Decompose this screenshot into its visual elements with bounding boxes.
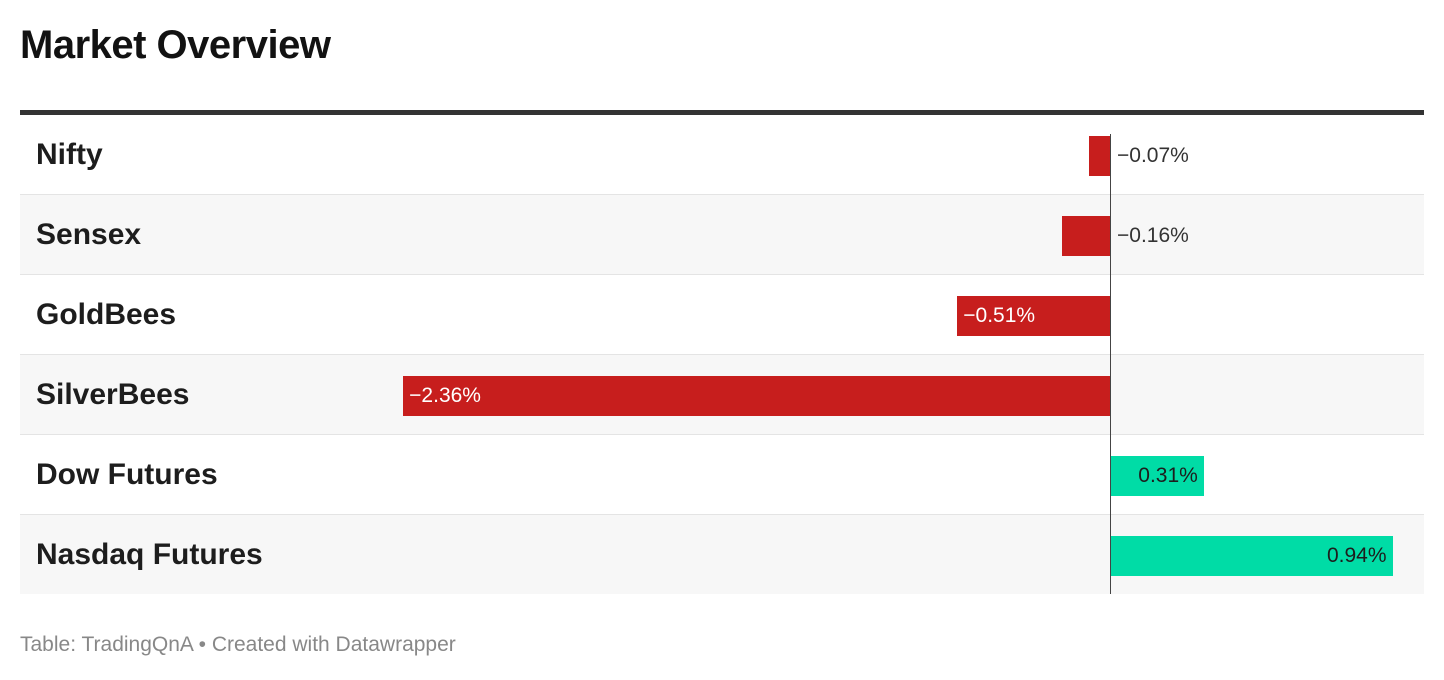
table-row: Dow Futures 0.31%	[20, 435, 1424, 515]
bar	[1089, 136, 1110, 176]
table-row: Nasdaq Futures 0.94%	[20, 515, 1424, 594]
bar-value-label: 0.94%	[1326, 544, 1387, 567]
table-row: SilverBees −2.36%	[20, 355, 1424, 435]
table-row: Nifty −0.07%	[20, 115, 1424, 195]
bar-value-label: −0.51%	[963, 304, 1036, 327]
row-label: SilverBees	[36, 378, 190, 411]
bar	[403, 376, 1110, 416]
bar	[1111, 456, 1204, 496]
row-label: GoldBees	[36, 298, 177, 331]
bar-value-label: −0.16%	[1117, 224, 1189, 247]
bar	[957, 296, 1110, 336]
row-label: Nasdaq Futures	[36, 538, 263, 571]
bar-value-label: −2.36%	[409, 384, 481, 407]
bar-value-label: −0.07%	[1117, 144, 1189, 167]
row-label: Nifty	[36, 138, 103, 171]
bar-table: Nifty −0.07% Sensex −0.16% GoldBees −0.51% Sil…	[20, 110, 1424, 594]
footer-credit: Created with Datawrapper	[211, 633, 456, 656]
row-label: Sensex	[36, 218, 142, 251]
footer: Table: TradingQnA • Created with Datawra…	[20, 633, 456, 657]
bar	[1062, 216, 1110, 256]
bar	[1111, 536, 1393, 576]
table-row: Sensex −0.16%	[20, 195, 1424, 275]
chart-title: Market Overview	[20, 23, 331, 67]
footer-source: Table: TradingQnA	[20, 633, 193, 656]
table-row: GoldBees −0.51%	[20, 275, 1424, 355]
zero-axis-line	[1110, 134, 1111, 594]
row-label: Dow Futures	[36, 458, 218, 491]
bar-value-label: 0.31%	[1138, 464, 1198, 487]
footer-separator: •	[198, 633, 206, 656]
